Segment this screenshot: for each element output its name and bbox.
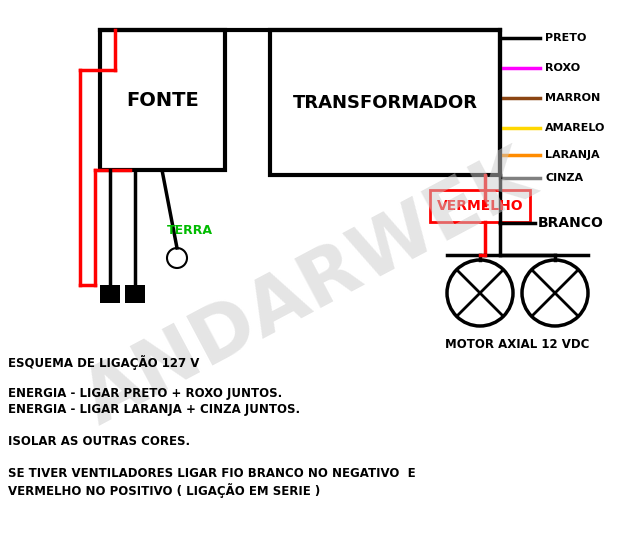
Circle shape: [447, 260, 513, 326]
Text: TERRA: TERRA: [167, 223, 213, 236]
Text: VERMELHO: VERMELHO: [437, 199, 523, 213]
Text: AMARELO: AMARELO: [545, 123, 605, 133]
Circle shape: [522, 260, 588, 326]
Bar: [100, 285, 120, 303]
Bar: [125, 285, 145, 303]
Text: LARANJA: LARANJA: [545, 150, 600, 160]
Bar: [430, 190, 530, 222]
Text: FONTE: FONTE: [126, 91, 199, 110]
Text: MOTOR AXIAL 12 VDC: MOTOR AXIAL 12 VDC: [445, 338, 590, 351]
Text: PRETO: PRETO: [545, 33, 586, 43]
Bar: [270, 30, 500, 175]
Text: ANDARWEK: ANDARWEK: [72, 140, 548, 440]
Text: ENERGIA - LIGAR LARANJA + CINZA JUNTOS.: ENERGIA - LIGAR LARANJA + CINZA JUNTOS.: [8, 403, 300, 416]
Text: CINZA: CINZA: [545, 173, 583, 183]
Text: ROXO: ROXO: [545, 63, 580, 73]
Text: BRANCO: BRANCO: [538, 216, 604, 230]
Text: ENERGIA - LIGAR PRETO + ROXO JUNTOS.: ENERGIA - LIGAR PRETO + ROXO JUNTOS.: [8, 387, 282, 400]
Text: MARRON: MARRON: [545, 93, 600, 103]
Text: TRANSFORMADOR: TRANSFORMADOR: [292, 93, 478, 112]
Circle shape: [167, 248, 187, 268]
Text: SE TIVER VENTILADORES LIGAR FIO BRANCO NO NEGATIVO  E: SE TIVER VENTILADORES LIGAR FIO BRANCO N…: [8, 467, 416, 480]
Text: VERMELHO NO POSITIVO ( LIGAÇÃO EM SERIE ): VERMELHO NO POSITIVO ( LIGAÇÃO EM SERIE …: [8, 483, 320, 498]
Text: ISOLAR AS OUTRAS CORES.: ISOLAR AS OUTRAS CORES.: [8, 435, 190, 448]
Text: ESQUEMA DE LIGAÇÃO 127 V: ESQUEMA DE LIGAÇÃO 127 V: [8, 355, 199, 370]
Bar: [100, 30, 225, 170]
